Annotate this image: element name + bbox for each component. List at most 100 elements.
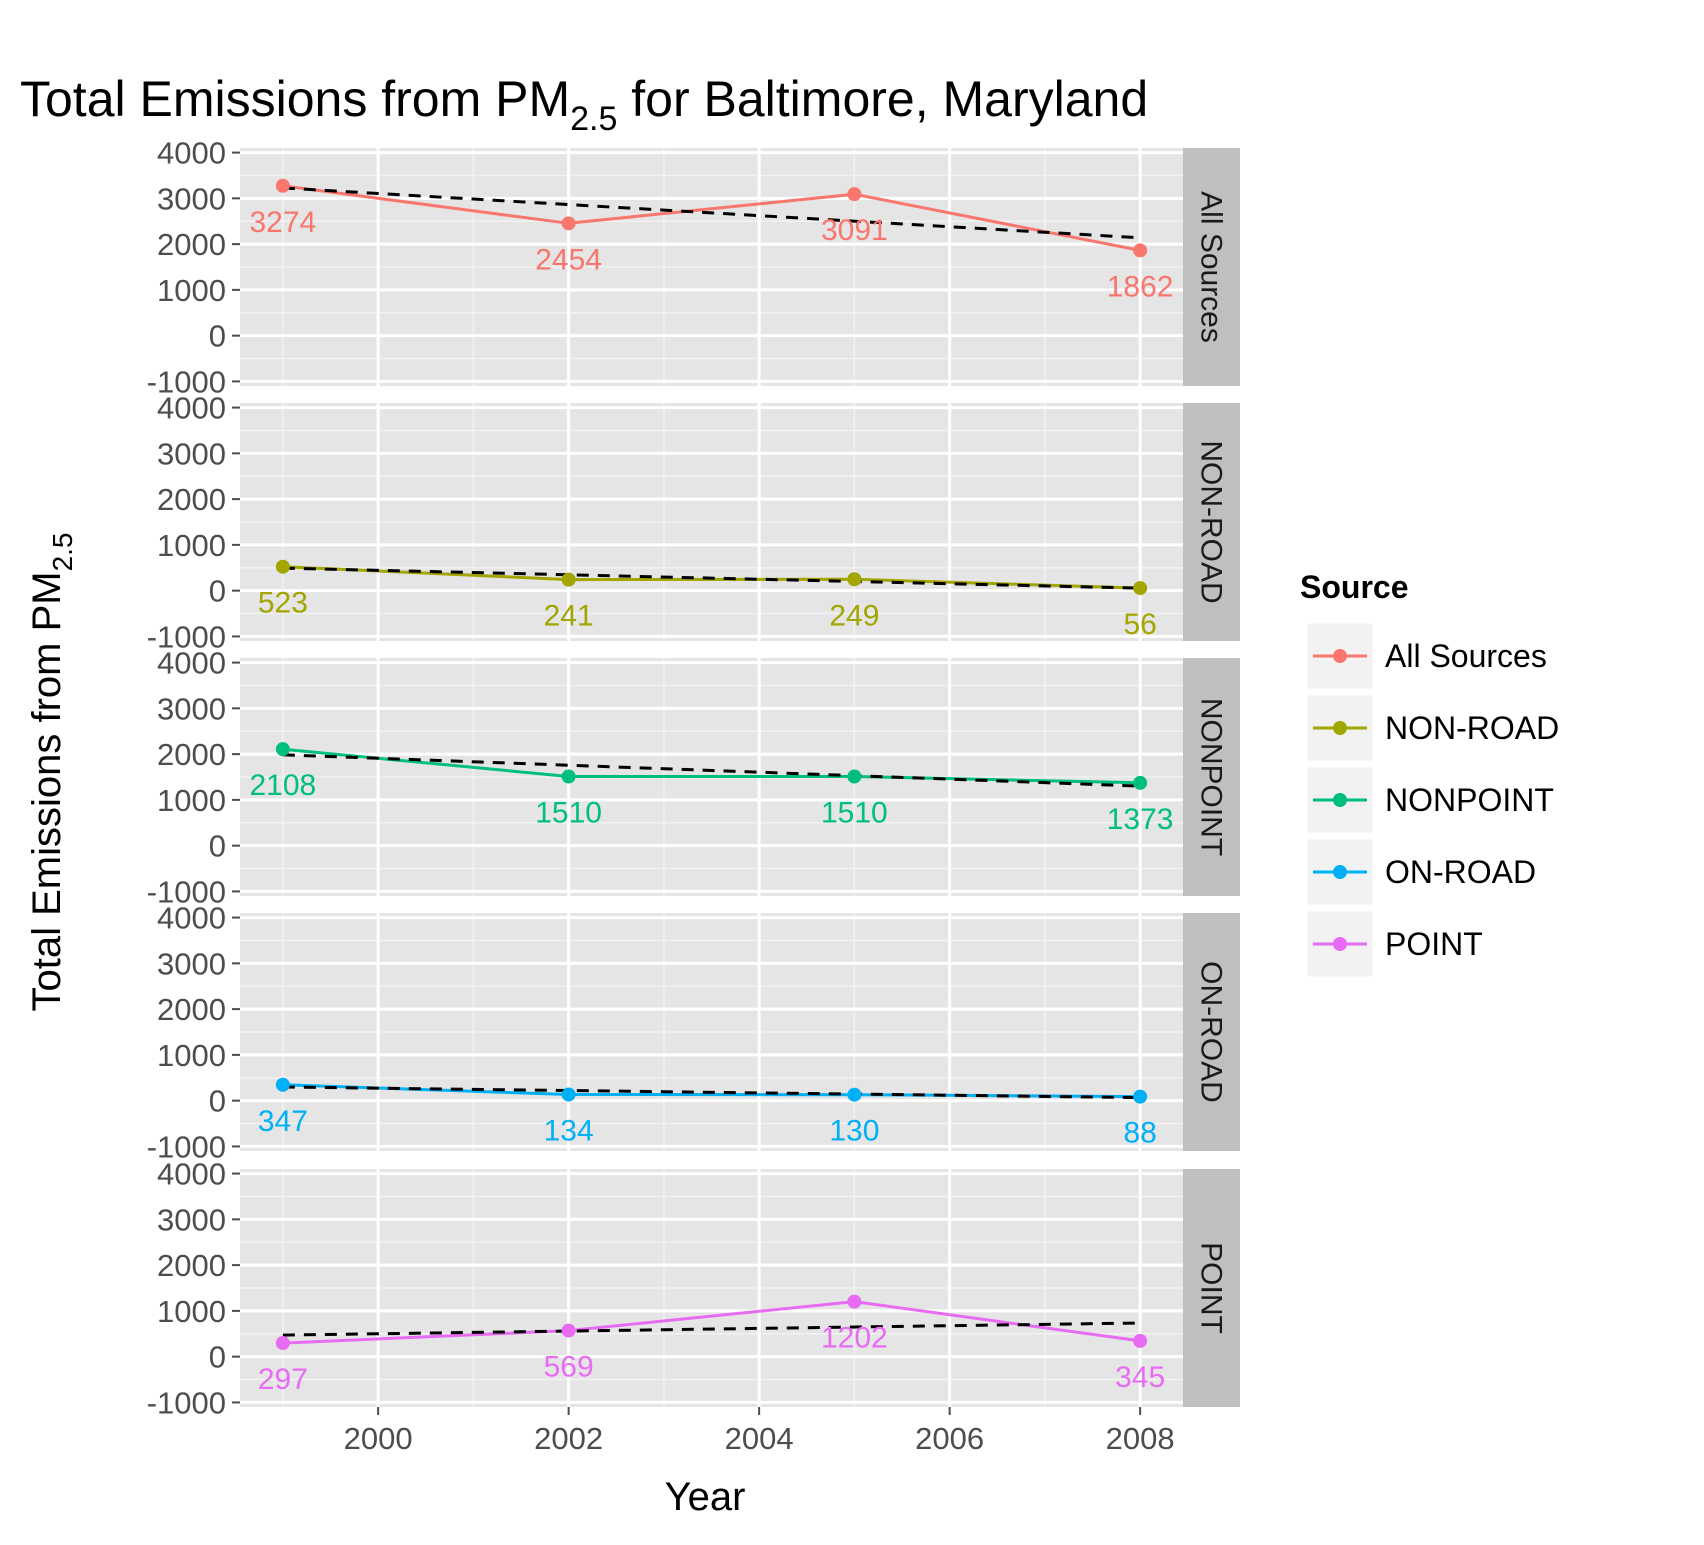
legend-key-point — [1333, 937, 1347, 951]
facet-strip-label: NONPOINT — [1195, 698, 1228, 856]
legend: Source All Sources NON-ROAD NONPOINT ON-ROA… — [1300, 569, 1559, 978]
data-point — [847, 769, 862, 784]
y-tick-label: -1000 — [147, 619, 226, 654]
legend-key-point — [1333, 865, 1347, 879]
y-tick-label: 2000 — [157, 1248, 226, 1283]
data-label: 347 — [258, 1105, 308, 1138]
y-tick-label: 3000 — [157, 1202, 226, 1237]
data-point — [275, 742, 290, 757]
data-label: 2108 — [249, 769, 316, 802]
y-tick-label: 4000 — [157, 901, 226, 936]
data-point — [1133, 243, 1148, 258]
panel-non-road: -1000 0 1000 2000 3000 4000 NON-ROAD 523 241 249 5… — [147, 391, 1240, 654]
y-tick-label: 1000 — [157, 1294, 226, 1329]
legend-key-point — [1333, 793, 1347, 807]
legend-item-point: POINT — [1306, 910, 1483, 978]
data-point — [847, 187, 862, 202]
panel-on-road: -1000 0 1000 2000 3000 4000 ON-ROAD 347 134 130 88 — [147, 901, 1240, 1164]
data-point — [561, 216, 576, 231]
data-label: 130 — [829, 1115, 879, 1148]
legend-key-point — [1333, 649, 1347, 663]
facet-strip — [1183, 403, 1240, 641]
y-tick-label: 2000 — [157, 992, 226, 1027]
series-line — [282, 1300, 1141, 1345]
legend-item-nonpoint: NONPOINT — [1306, 766, 1554, 834]
data-label: 345 — [1115, 1361, 1165, 1394]
panel-nonpoint: -1000 0 1000 2000 3000 4000 NONPOINT 2108 1510 15… — [147, 646, 1240, 909]
data-point — [275, 1336, 290, 1351]
y-tick-label: 1000 — [157, 273, 226, 308]
legend-label: ON-ROAD — [1385, 854, 1536, 890]
y-tick-label: 0 — [209, 574, 226, 609]
data-label: 2454 — [535, 243, 602, 276]
data-point — [561, 1323, 576, 1338]
y-tick-label: 2000 — [157, 482, 226, 517]
facet-strip-label: NON-ROAD — [1195, 440, 1228, 603]
y-axis-title-subscript: 2.5 — [47, 532, 78, 571]
y-tick-label: 0 — [209, 829, 226, 864]
data-point — [561, 769, 576, 784]
y-tick-label: 0 — [209, 1340, 226, 1375]
data-point — [561, 572, 576, 587]
data-point — [275, 559, 290, 574]
y-tick-label: 0 — [209, 1084, 226, 1119]
y-axis-title-main: Total Emissions from PM — [25, 571, 69, 1011]
x-tick-label: 2004 — [725, 1421, 794, 1456]
data-label: 88 — [1123, 1117, 1156, 1150]
facet-strip — [1183, 913, 1240, 1151]
chart-title-subscript: 2.5 — [570, 100, 617, 138]
data-label: 297 — [258, 1363, 308, 1396]
chart-title: Total Emissions from PM2.5 for Baltimore… — [20, 71, 1148, 138]
trend-line — [282, 186, 1141, 240]
x-tick-label: 2006 — [915, 1421, 984, 1456]
facet-strip — [1183, 658, 1240, 896]
trend-line — [282, 566, 1141, 590]
y-tick-label: 4000 — [157, 646, 226, 681]
trend-line — [282, 753, 1141, 788]
facet-strip-label: POINT — [1195, 1242, 1228, 1334]
panels: -1000 0 1000 2000 3000 4000 All Sources 3274 245… — [147, 136, 1240, 1420]
x-tick-label: 2008 — [1106, 1421, 1175, 1456]
y-tick-label: 3000 — [157, 181, 226, 216]
chart-title-rest: for Baltimore, Maryland — [617, 71, 1148, 127]
x-tick-label: 2002 — [534, 1421, 603, 1456]
y-tick-label: 2000 — [157, 737, 226, 772]
legend-item-non-road: NON-ROAD — [1306, 694, 1559, 762]
y-tick-label: -1000 — [147, 874, 226, 909]
y-axis-title: Total Emissions from PM2.5 — [25, 532, 78, 1011]
data-label: 241 — [544, 600, 594, 633]
data-label: 1510 — [535, 797, 602, 830]
y-tick-label: -1000 — [147, 1129, 226, 1164]
data-label: 1373 — [1107, 803, 1174, 836]
trend-line — [282, 1085, 1141, 1100]
y-tick-label: -1000 — [147, 1385, 226, 1420]
panel-all-sources: -1000 0 1000 2000 3000 4000 All Sources 3274 245… — [147, 136, 1240, 399]
data-point — [847, 1087, 862, 1102]
y-tick-label: 4000 — [157, 1157, 226, 1192]
data-point — [275, 178, 290, 193]
data-point — [1133, 775, 1148, 790]
data-point — [1133, 581, 1148, 596]
data-point — [561, 1087, 576, 1102]
legend-label: NON-ROAD — [1385, 710, 1559, 746]
data-point — [847, 572, 862, 587]
data-label: 56 — [1123, 608, 1156, 641]
legend-label: NONPOINT — [1385, 782, 1554, 818]
x-axis-title: Year — [665, 1475, 746, 1519]
data-point — [275, 1077, 290, 1092]
facet-strip — [1183, 1169, 1240, 1407]
data-label: 3274 — [249, 206, 316, 239]
legend-label: All Sources — [1385, 638, 1547, 674]
y-tick-label: 4000 — [157, 136, 226, 171]
data-label: 1862 — [1107, 270, 1174, 303]
y-tick-label: 1000 — [157, 1038, 226, 1073]
data-label: 523 — [258, 587, 308, 620]
data-label: 249 — [829, 599, 879, 632]
panel-point: -1000 0 1000 2000 3000 4000 POINT 297 569 1202 345 — [147, 1157, 1240, 1420]
y-tick-label: 0 — [209, 319, 226, 354]
facet-strip-label: ON-ROAD — [1195, 961, 1228, 1103]
data-label: 569 — [544, 1351, 594, 1384]
legend-title: Source — [1300, 569, 1408, 605]
legend-item-all-sources: All Sources — [1306, 622, 1547, 690]
